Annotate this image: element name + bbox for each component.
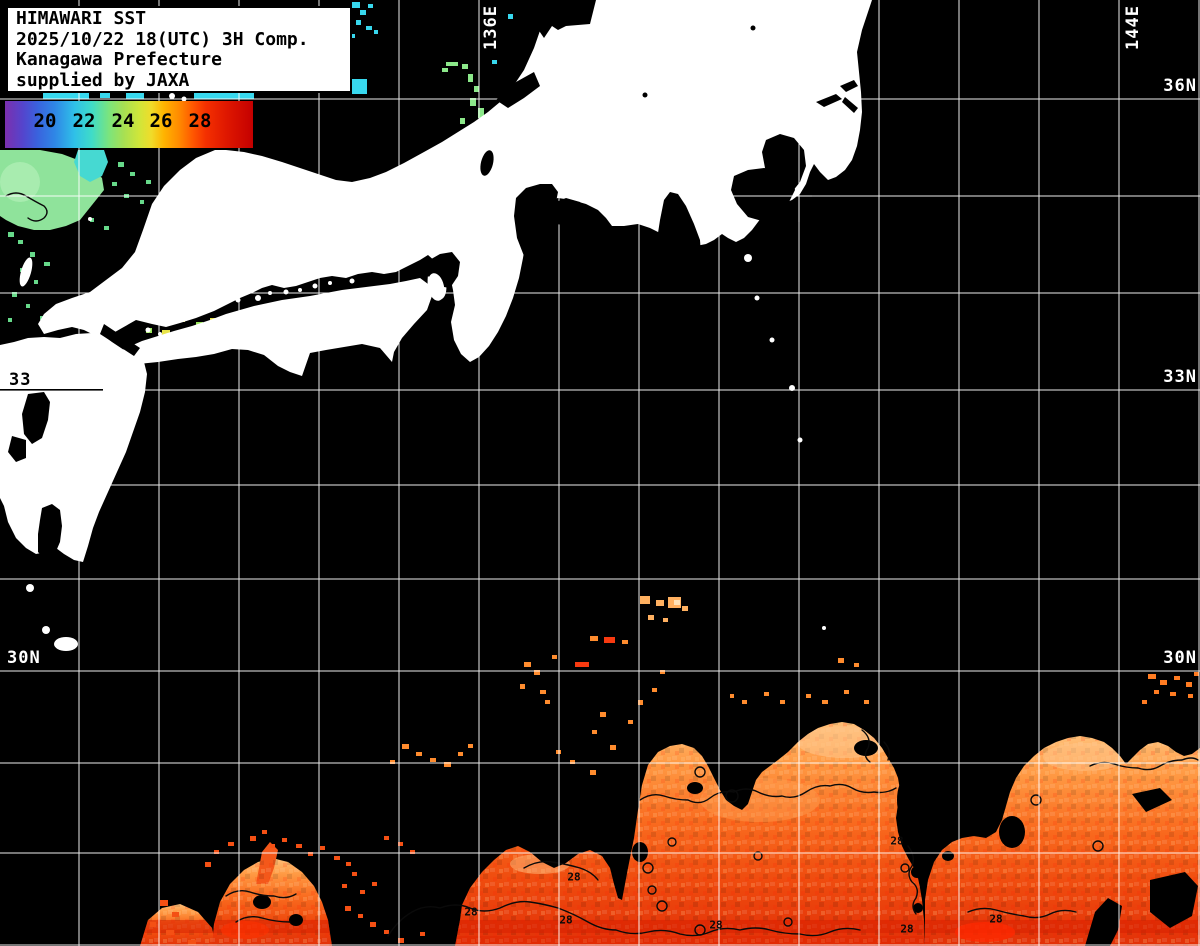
latitude-label-30n-left: 30N [7,648,41,668]
contour-label-28: 28 [464,905,478,919]
temperature-colorbar: 20 22 24 26 28 [5,101,253,148]
land-layer [0,0,872,651]
latitude-label-33n-right: 33N [1163,367,1197,387]
latitude-label-30n-right: 30N [1163,648,1197,668]
colorbar-tick: 26 [149,110,173,132]
warm-specks [150,596,1199,945]
product-title: HIMAWARI SST [16,8,147,29]
contour-label-28: 28 [890,834,904,848]
cold-specks-top [330,2,513,94]
title-box: HIMAWARI SST 2025/10/22 18(UTC) 3H Comp.… [6,6,352,93]
product-credit: supplied by JAXA [16,69,190,91]
contour-label-28: 28 [567,870,581,884]
contour-label-28: 28 [900,922,914,936]
longitude-label-144e: 144E [1123,5,1143,50]
isotherm-contours [5,192,1199,937]
contour-label-28: 28 [989,912,1003,926]
contour-label-28: 28 [709,918,723,932]
contour-label-28: 28 [559,913,573,927]
colorbar-tick: 24 [111,110,135,132]
colorbar-tick: 20 [33,110,57,132]
colorbar-tick: 22 [72,110,96,132]
product-datetime: 2025/10/22 18(UTC) 3H Comp. [16,28,309,50]
longitude-label-136e: 136E [481,5,501,50]
latitude-label-36n-right: 36N [1163,76,1197,96]
latitude-label-33-left: 33 [9,370,32,390]
colorbar-tick: 28 [188,110,212,132]
product-region: Kanagawa Prefecture [16,49,222,70]
